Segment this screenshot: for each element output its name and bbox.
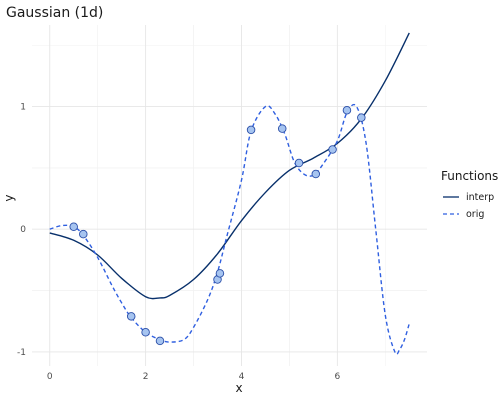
y-axis-title: y bbox=[2, 194, 16, 201]
x-tick-label: 4 bbox=[239, 372, 245, 382]
y-tick-labels: -1 0 1 bbox=[17, 103, 26, 358]
x-axis-title: x bbox=[235, 381, 242, 395]
data-point bbox=[357, 113, 366, 122]
y-tick-label: -1 bbox=[17, 348, 26, 358]
x-tick-label: 2 bbox=[143, 372, 149, 382]
chart-title: Gaussian (1d) bbox=[6, 5, 103, 21]
legend-label-interp: interp bbox=[466, 192, 494, 203]
y-tick-label: 0 bbox=[20, 225, 26, 235]
legend-label-orig: orig bbox=[466, 209, 484, 220]
grid-major bbox=[32, 25, 427, 366]
data-point bbox=[69, 222, 78, 232]
x-tick-label: 6 bbox=[334, 372, 340, 382]
series-line-interp bbox=[49, 32, 410, 300]
y-tick-label: 1 bbox=[20, 103, 26, 113]
data-point bbox=[328, 145, 337, 154]
plot-panel bbox=[32, 25, 427, 366]
data-point bbox=[294, 158, 304, 168]
data-point bbox=[215, 269, 225, 278]
data-point bbox=[126, 312, 136, 321]
data-point bbox=[79, 229, 88, 239]
data-point bbox=[141, 328, 150, 337]
grid-minor bbox=[32, 25, 427, 366]
data-point bbox=[342, 105, 352, 115]
data-point bbox=[246, 125, 256, 135]
data-point bbox=[155, 336, 165, 346]
points-layer bbox=[69, 105, 366, 346]
data-point bbox=[311, 169, 321, 179]
x-tick-labels: 0 2 4 6 bbox=[47, 372, 341, 382]
legend: Functions interp orig bbox=[441, 169, 498, 220]
x-tick-label: 0 bbox=[47, 372, 53, 382]
legend-title: Functions bbox=[441, 169, 498, 183]
data-point bbox=[277, 124, 287, 133]
